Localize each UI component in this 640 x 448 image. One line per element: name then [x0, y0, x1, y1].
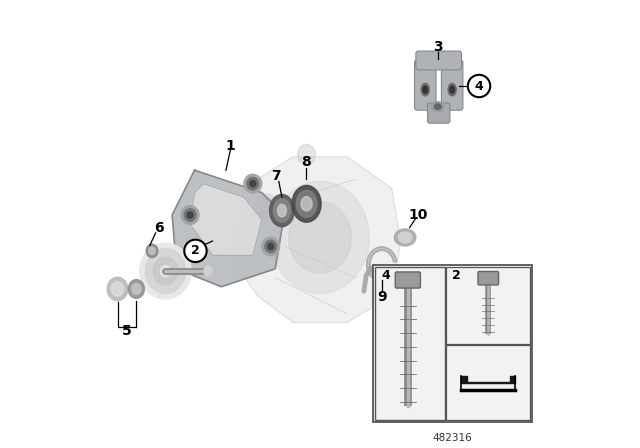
Ellipse shape: [298, 145, 316, 165]
Ellipse shape: [187, 212, 193, 218]
FancyBboxPatch shape: [416, 51, 461, 70]
FancyBboxPatch shape: [396, 272, 420, 288]
Ellipse shape: [153, 257, 178, 285]
Ellipse shape: [132, 284, 141, 294]
Ellipse shape: [398, 232, 412, 243]
Circle shape: [184, 240, 207, 262]
Text: 7: 7: [271, 168, 281, 183]
Text: 5: 5: [122, 323, 131, 338]
Ellipse shape: [289, 202, 351, 273]
Text: 4: 4: [475, 79, 483, 93]
Ellipse shape: [204, 266, 212, 276]
Ellipse shape: [149, 247, 155, 254]
Ellipse shape: [421, 83, 429, 96]
Ellipse shape: [244, 174, 262, 193]
Text: 3: 3: [433, 40, 443, 54]
Bar: [374, 267, 445, 420]
Ellipse shape: [128, 280, 145, 298]
Circle shape: [468, 75, 490, 97]
Ellipse shape: [296, 190, 317, 217]
Text: 2: 2: [191, 244, 200, 258]
Ellipse shape: [269, 194, 294, 227]
Bar: [373, 265, 532, 422]
Polygon shape: [190, 184, 262, 255]
Ellipse shape: [161, 265, 170, 276]
Ellipse shape: [258, 198, 275, 219]
Ellipse shape: [268, 243, 274, 250]
Ellipse shape: [448, 83, 456, 96]
Ellipse shape: [140, 243, 191, 299]
Text: 482316: 482316: [432, 433, 472, 443]
Ellipse shape: [292, 185, 321, 222]
Ellipse shape: [111, 282, 124, 296]
Ellipse shape: [431, 102, 444, 112]
Text: 2: 2: [452, 268, 461, 282]
Bar: [447, 345, 530, 420]
Ellipse shape: [184, 209, 196, 221]
Ellipse shape: [423, 86, 428, 93]
Ellipse shape: [262, 237, 280, 256]
Text: 9: 9: [377, 289, 387, 304]
Ellipse shape: [108, 277, 128, 301]
Ellipse shape: [254, 194, 278, 223]
Ellipse shape: [273, 199, 291, 222]
Text: 10: 10: [409, 208, 428, 222]
Ellipse shape: [450, 86, 454, 93]
Ellipse shape: [146, 244, 158, 258]
Polygon shape: [172, 170, 284, 287]
Ellipse shape: [271, 181, 369, 293]
Text: 1: 1: [225, 138, 236, 153]
Ellipse shape: [181, 206, 199, 224]
Ellipse shape: [394, 229, 416, 246]
FancyBboxPatch shape: [428, 103, 450, 123]
Ellipse shape: [301, 197, 312, 211]
FancyBboxPatch shape: [442, 60, 463, 110]
Polygon shape: [230, 157, 401, 323]
FancyBboxPatch shape: [478, 271, 499, 285]
Ellipse shape: [278, 204, 287, 217]
Bar: [447, 267, 530, 344]
Polygon shape: [461, 375, 515, 383]
Ellipse shape: [250, 181, 256, 187]
Ellipse shape: [247, 177, 259, 190]
Ellipse shape: [265, 240, 276, 253]
Text: 8: 8: [301, 155, 310, 169]
Text: 6: 6: [154, 221, 164, 236]
Text: 4: 4: [381, 268, 390, 282]
Ellipse shape: [435, 104, 441, 109]
FancyBboxPatch shape: [415, 60, 436, 110]
Ellipse shape: [145, 249, 186, 293]
